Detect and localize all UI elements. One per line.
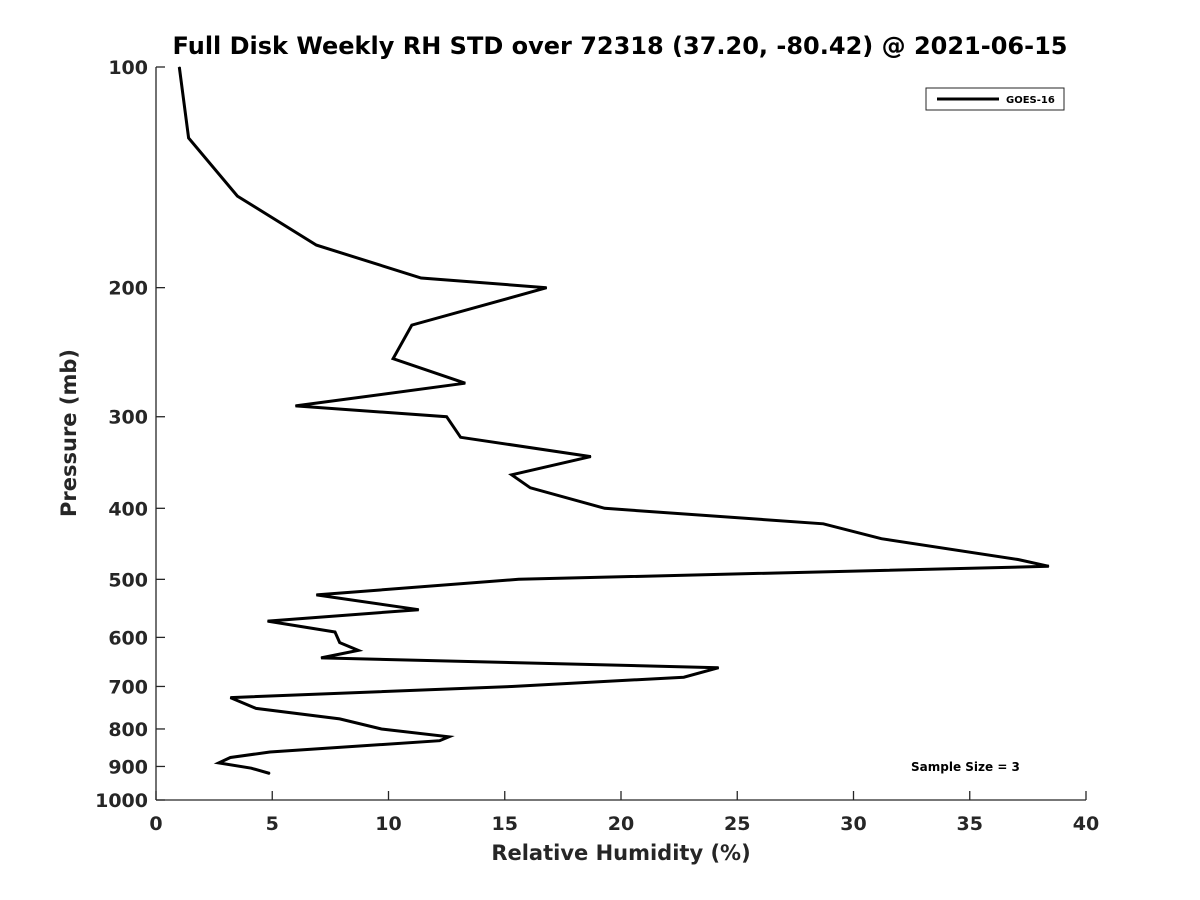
- x-axis-ticks: 0 5 10 15 20 25 30 35 40: [149, 791, 1099, 835]
- x-axis-label: Relative Humidity (%): [491, 841, 750, 865]
- data-point: [460, 436, 462, 438]
- data-point: [464, 382, 466, 384]
- y-tick-label: 1000: [95, 790, 148, 812]
- x-tick-label: 25: [724, 813, 750, 835]
- y-tick-label: 100: [108, 57, 148, 79]
- x-tick-label: 5: [266, 813, 279, 835]
- data-point: [339, 642, 341, 644]
- data-point: [411, 324, 413, 326]
- data-point: [880, 538, 882, 540]
- data-point: [320, 657, 322, 659]
- x-tick-label: 35: [957, 813, 983, 835]
- data-point: [392, 358, 394, 360]
- data-point: [518, 578, 520, 580]
- y-tick-label: 600: [108, 627, 148, 649]
- data-point: [315, 594, 317, 596]
- data-point: [315, 244, 317, 246]
- data-point: [357, 649, 359, 651]
- data-point: [218, 762, 220, 764]
- data-point: [1048, 565, 1050, 567]
- data-point: [269, 751, 271, 753]
- data-point: [229, 757, 231, 758]
- data-point: [381, 728, 382, 730]
- data-point: [448, 736, 450, 738]
- data-point: [229, 697, 231, 699]
- data-point: [267, 620, 269, 622]
- data-point: [1018, 559, 1020, 561]
- data-point: [418, 609, 420, 611]
- y-tick-label: 400: [108, 498, 148, 520]
- series-layer: [177, 66, 1050, 775]
- data-point: [439, 740, 441, 742]
- chart-title: Full Disk Weekly RH STD over 72318 (37.2…: [173, 32, 1068, 60]
- x-tick-label: 15: [492, 813, 518, 835]
- data-point: [511, 686, 513, 687]
- x-tick-label: 30: [840, 813, 866, 835]
- data-point: [269, 773, 271, 774]
- data-point: [295, 405, 296, 407]
- data-point: [546, 287, 548, 289]
- data-point: [529, 487, 531, 489]
- plot-area: [156, 67, 1086, 800]
- x-tick-label: 40: [1073, 813, 1099, 835]
- x-tick-label: 0: [149, 813, 162, 835]
- x-tick-label: 20: [608, 813, 634, 835]
- plot-background: [156, 67, 1086, 800]
- data-point: [339, 718, 341, 720]
- data-point: [822, 523, 824, 525]
- y-axis-label: Pressure (mb): [57, 349, 81, 517]
- y-tick-label: 500: [108, 569, 148, 591]
- sample-size-annotation: Sample Size = 3: [911, 760, 1020, 774]
- x-tick-label: 10: [375, 813, 401, 835]
- y-tick-label: 700: [108, 676, 148, 698]
- legend: GOES-16: [925, 87, 1065, 111]
- series-line-goes-16: [177, 66, 1050, 775]
- data-point: [590, 456, 592, 458]
- data-point: [236, 195, 238, 197]
- y-tick-label: 200: [108, 278, 148, 300]
- y-tick-label: 900: [108, 756, 148, 778]
- data-point: [188, 137, 190, 139]
- data-point: [511, 474, 513, 476]
- y-axis-ticks: 100 200 300 400 500 600 700 800 900 1000: [95, 57, 165, 812]
- data-point: [718, 667, 720, 669]
- data-point: [255, 707, 257, 709]
- data-point: [250, 767, 252, 769]
- legend-label-goes16: GOES-16: [1006, 95, 1055, 106]
- data-point: [334, 631, 336, 633]
- y-tick-label: 800: [108, 719, 148, 741]
- y-tick-label: 300: [108, 407, 148, 429]
- data-point: [604, 507, 606, 509]
- data-point: [178, 66, 180, 68]
- data-point: [446, 416, 448, 418]
- data-point: [420, 277, 422, 279]
- data-point: [683, 676, 685, 678]
